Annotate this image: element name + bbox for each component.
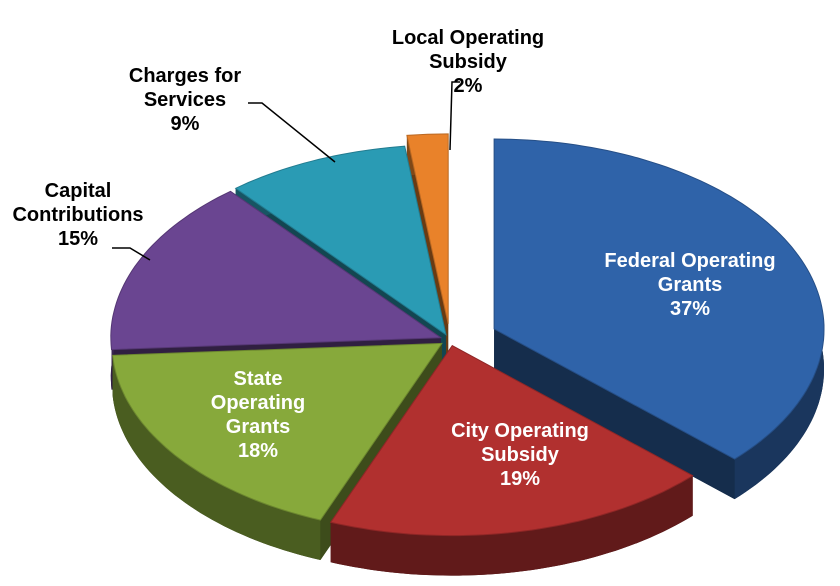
slice-value: 9% [170, 113, 200, 135]
slice-wall [494, 329, 735, 500]
slice-value: 15% [57, 228, 99, 250]
slice-value: 37% [669, 298, 711, 320]
slice-label: Charges for Services 9% [110, 64, 260, 136]
leader-line [449, 81, 460, 151]
pie-slice [406, 133, 449, 325]
pie-slice [112, 342, 443, 521]
slice-name: Capital Contributions [12, 180, 144, 226]
slice-label: Local Operating Subsidy 2% [368, 26, 568, 98]
slice-name: Federal Operating Grants [604, 250, 776, 296]
pie-slice [234, 145, 447, 336]
slice-name: Local Operating Subsidy [391, 27, 545, 73]
slice-label: Federal Operating Grants 37% [595, 249, 785, 321]
pie-slice [329, 344, 694, 537]
slice-name: Charges for Services [128, 65, 242, 111]
slice-name: State Operating Grants [210, 368, 306, 438]
pie-tops [110, 133, 825, 537]
slice-label: Capital Contributions 15% [0, 179, 163, 251]
slice-side [112, 355, 321, 560]
slice-value: 18% [237, 440, 279, 462]
slice-side [330, 475, 693, 576]
slice-label: City Operating Subsidy 19% [430, 419, 610, 491]
slice-value: 2% [453, 75, 483, 97]
slice-value: 19% [499, 468, 541, 490]
leader-line [248, 102, 336, 163]
slice-label: State Operating Grants 18% [193, 367, 323, 463]
leader-line [112, 247, 151, 261]
pie-slice [493, 138, 825, 460]
slice-name: City Operating Subsidy [451, 420, 589, 466]
pie-slice [110, 190, 443, 351]
